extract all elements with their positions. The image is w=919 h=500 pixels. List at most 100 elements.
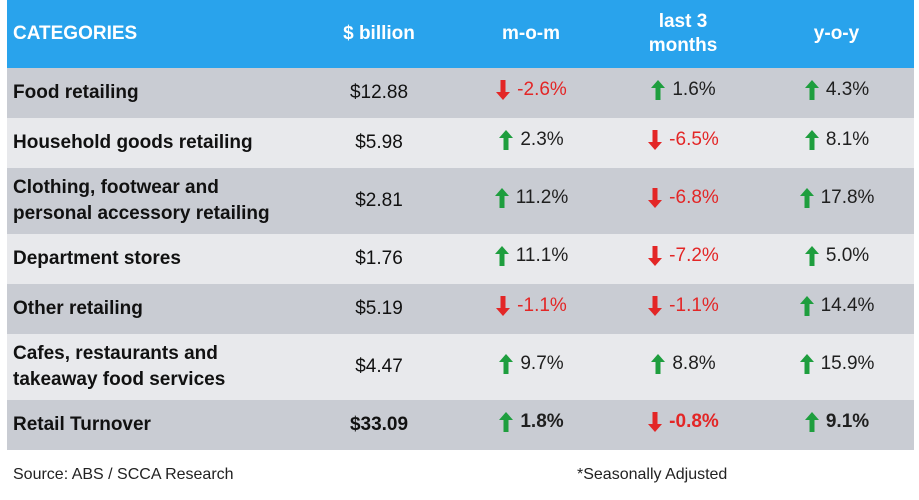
source-note: Source: ABS / SCCA Research <box>13 466 234 483</box>
change-value: -6.5% <box>669 129 719 150</box>
change-indicator: 11.2% <box>494 187 568 209</box>
table-row: Department stores $1.76 11.1% -7.2% 5.0% <box>7 234 914 284</box>
arrow-up-icon <box>804 246 819 266</box>
arrow-up-icon <box>499 412 514 432</box>
yoy-cell: 5.0% <box>759 234 914 284</box>
change-value: 9.7% <box>520 353 564 374</box>
mom-cell: 11.1% <box>455 234 607 284</box>
change-value: 9.1% <box>825 411 870 432</box>
header-last-3-months-line1: last 3 <box>658 11 708 32</box>
arrow-down-icon <box>648 412 663 432</box>
header-yoy: y-o-y <box>759 0 914 68</box>
header-last-3-months: last 3 months <box>607 0 759 68</box>
category-label: personal accessory retailing <box>13 203 270 224</box>
header-mom: m-o-m <box>455 0 607 68</box>
change-indicator: 14.4% <box>799 295 875 317</box>
change-indicator: 4.3% <box>804 79 869 101</box>
change-value: 4.3% <box>825 79 870 100</box>
mom-cell: -2.6% <box>455 68 607 118</box>
retail-table: CATEGORIES $ billion m-o-m last 3 months… <box>7 0 914 450</box>
category-label: takeaway food services <box>13 369 226 390</box>
arrow-up-icon <box>799 296 814 316</box>
change-indicator: 5.0% <box>804 245 869 267</box>
change-value: -1.1% <box>517 295 567 316</box>
billion-value: $4.47 <box>303 334 455 400</box>
change-indicator: -1.1% <box>647 295 719 317</box>
arrow-down-icon <box>648 296 663 316</box>
change-value: 1.8% <box>520 411 564 432</box>
seasonally-adjusted-note: *Seasonally Adjusted <box>577 466 728 483</box>
category-cell: Department stores <box>7 234 303 284</box>
change-indicator: -6.8% <box>647 187 719 209</box>
change-indicator: 1.6% <box>650 79 716 101</box>
table-row: Household goods retailing $5.98 2.3% -6.5% 8… <box>7 118 914 168</box>
arrow-up-icon <box>494 246 509 266</box>
change-indicator: 9.1% <box>804 411 869 433</box>
table-row: Food retailing $12.88 -2.6% 1.6% 4.3% <box>7 68 914 118</box>
yoy-cell: 15.9% <box>759 334 914 400</box>
arrow-down-icon <box>648 188 663 208</box>
last-3-months-cell: -7.2% <box>607 234 759 284</box>
change-value: -0.8% <box>669 411 719 432</box>
mom-cell: 2.3% <box>455 118 607 168</box>
change-indicator: 17.8% <box>799 187 875 209</box>
table-row: Cafes, restaurants and takeaway food serv… <box>7 334 914 400</box>
last-3-months-cell: -1.1% <box>607 284 759 334</box>
category-label: Household goods retailing <box>13 132 253 153</box>
change-value: 8.8% <box>672 353 716 374</box>
billion-value: $1.76 <box>303 234 455 284</box>
category-cell: Household goods retailing <box>7 118 303 168</box>
change-value: -2.6% <box>517 79 567 100</box>
change-value: 1.6% <box>672 79 716 100</box>
change-indicator: 15.9% <box>799 353 874 375</box>
change-indicator: -7.2% <box>647 245 719 267</box>
change-indicator: -1.1% <box>495 295 567 317</box>
category-label: Retail Turnover <box>13 414 151 435</box>
table-row: Retail Turnover $33.09 1.8% -0.8% 9.1% <box>7 400 914 450</box>
mom-cell: 1.8% <box>455 400 607 450</box>
category-cell: Food retailing <box>7 68 303 118</box>
arrow-up-icon <box>799 188 814 208</box>
change-indicator: 9.7% <box>498 353 564 375</box>
category-label: Other retailing <box>13 298 143 319</box>
billion-value: $12.88 <box>303 68 455 118</box>
last-3-months-cell: -0.8% <box>607 400 759 450</box>
yoy-cell: 9.1% <box>759 400 914 450</box>
header-categories: CATEGORIES <box>7 0 303 68</box>
table-row: Other retailing $5.19 -1.1% -1.1% 14.4% <box>7 284 914 334</box>
arrow-up-icon <box>494 188 509 208</box>
arrow-down-icon <box>648 246 663 266</box>
billion-value: $33.09 <box>303 400 455 450</box>
change-value: 5.0% <box>825 245 870 266</box>
table-row: Clothing, footwear and personal accessory… <box>7 168 914 234</box>
change-value: 14.4% <box>820 295 875 316</box>
arrow-up-icon <box>499 354 514 374</box>
change-indicator: 8.1% <box>804 129 869 151</box>
change-indicator: -2.6% <box>495 79 567 101</box>
last-3-months-cell: -6.5% <box>607 118 759 168</box>
arrow-up-icon <box>804 130 819 150</box>
yoy-cell: 8.1% <box>759 118 914 168</box>
change-indicator: 11.1% <box>494 245 568 267</box>
billion-value: $5.19 <box>303 284 455 334</box>
mom-cell: -1.1% <box>455 284 607 334</box>
arrow-down-icon <box>496 296 511 316</box>
change-value: -6.8% <box>669 187 719 208</box>
change-value: -7.2% <box>669 245 719 266</box>
category-cell: Other retailing <box>7 284 303 334</box>
arrow-up-icon <box>804 412 819 432</box>
change-value: 11.2% <box>515 187 569 208</box>
change-indicator: 2.3% <box>498 129 564 151</box>
category-cell: Retail Turnover <box>7 400 303 450</box>
billion-value: $5.98 <box>303 118 455 168</box>
change-value: 17.8% <box>820 187 875 208</box>
category-label: Clothing, footwear and <box>13 177 219 198</box>
last-3-months-cell: 1.6% <box>607 68 759 118</box>
header-last-3-months-line2: months <box>648 35 718 56</box>
yoy-cell: 17.8% <box>759 168 914 234</box>
last-3-months-cell: -6.8% <box>607 168 759 234</box>
change-value: 11.1% <box>515 245 569 266</box>
category-label: Department stores <box>13 248 181 269</box>
arrow-up-icon <box>651 354 666 374</box>
mom-cell: 11.2% <box>455 168 607 234</box>
